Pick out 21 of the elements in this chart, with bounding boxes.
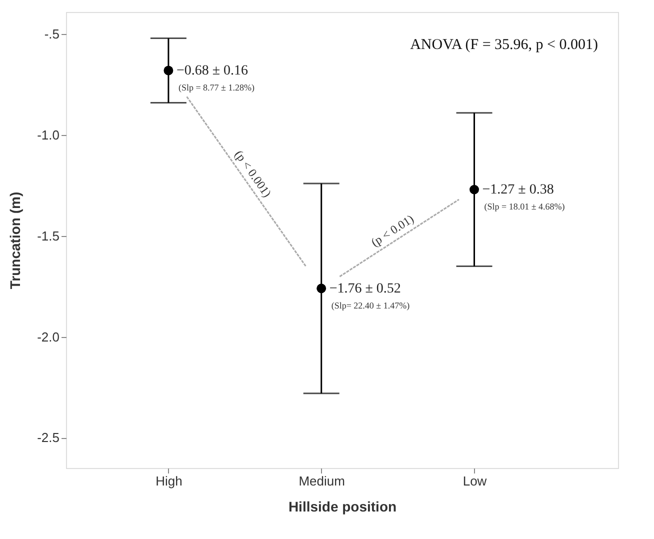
point	[470, 184, 480, 194]
data-label: −1.27 ± 0.38	[482, 182, 554, 198]
y-tick-label: -2.0	[37, 329, 60, 344]
y-tick-label: -.5	[44, 26, 60, 42]
x-tick-label: Low	[462, 474, 488, 488]
point	[164, 66, 174, 76]
data-label: −1.76 ± 0.52	[329, 281, 401, 296]
data-label: −0.68 ± 0.16	[176, 64, 248, 79]
y-tick-label: -1.0	[37, 128, 60, 143]
annotation: (Slp = 8.77 ± 1.28%)	[178, 82, 254, 93]
annotation: (Slp= 22.40 ± 1.47%)	[331, 300, 410, 310]
annotation: (p < 0.01)	[368, 212, 416, 250]
annotation: (Slp = 18.01 ± 4.68%)	[484, 202, 565, 212]
x-tick-label: High	[156, 474, 182, 488]
annotation: ANOVA (F = 35.96, p < 0.001)	[410, 37, 598, 53]
y-axis-title: Truncation (m)	[7, 192, 24, 290]
x-axis-title: Hillside position	[288, 498, 397, 514]
y-tick-label: -2.5	[37, 430, 60, 446]
y-tick-label: -1.5	[37, 228, 60, 244]
x-tick-label: Medium	[298, 474, 345, 488]
point	[316, 284, 326, 294]
